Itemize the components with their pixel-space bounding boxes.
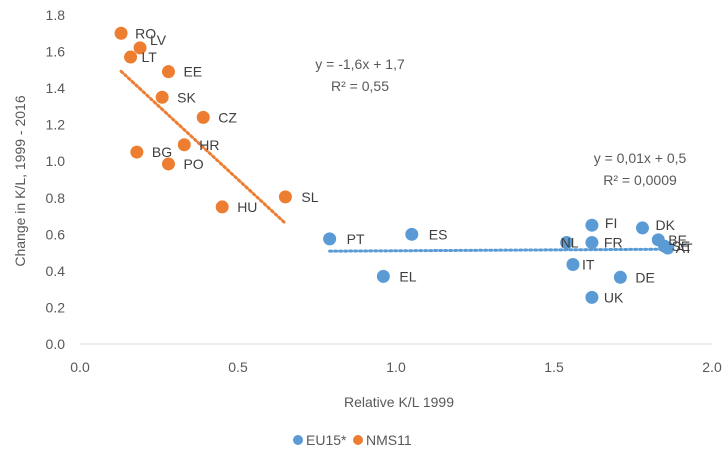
trendline-equation-line: y = -1,6x + 1,7: [315, 56, 405, 72]
point-ro: [114, 26, 128, 40]
y-tick-label: 1.8: [46, 7, 66, 23]
y-tick-label: 1.6: [46, 44, 66, 60]
y-tick-label: 0.0: [46, 336, 66, 352]
legend-label-eu15: EU15*: [306, 432, 347, 448]
point-label-fr: FR: [604, 235, 623, 251]
point-sl: [278, 190, 292, 204]
trendlines: [119, 69, 670, 253]
point-cz: [196, 110, 210, 124]
x-axis-title: Relative K/L 1999: [344, 394, 454, 410]
point-po: [161, 157, 175, 171]
point-it: [566, 257, 580, 271]
point-label-at: AT: [676, 240, 693, 256]
point-ee: [161, 65, 175, 79]
point-label-cz: CZ: [218, 109, 237, 125]
point-label-nl: NL: [561, 235, 579, 251]
point-hu: [215, 200, 229, 214]
point-label-uk: UK: [604, 289, 624, 305]
data-points: [114, 26, 675, 304]
x-tick-label: 2.0: [702, 359, 722, 375]
trendline-equation-line: y = 0,01x + 0,5: [594, 150, 687, 166]
point-label-ro: RO: [135, 25, 156, 41]
y-tick-label: 0.4: [46, 263, 66, 279]
x-tick-label: 1.0: [386, 359, 406, 375]
point-se: [658, 239, 672, 253]
point-label-de: DE: [635, 269, 654, 285]
point-hr: [177, 138, 191, 152]
point-bg: [130, 145, 144, 159]
legend-label-nms11: NMS11: [366, 432, 412, 448]
point-label-sk: SK: [177, 89, 196, 105]
point-es: [405, 227, 419, 241]
x-tick-label: 1.5: [544, 359, 564, 375]
point-label-dk: DK: [655, 217, 675, 233]
y-tick-label: 1.4: [46, 80, 66, 96]
trendline-eu15: [328, 247, 670, 253]
y-tick-label: 1.0: [46, 153, 66, 169]
point-pt: [323, 232, 337, 246]
point-label-sl: SL: [301, 189, 318, 205]
trendline-equation-line: R² = 0,0009: [603, 172, 677, 188]
point-uk: [585, 290, 599, 304]
point-label-be: BE: [668, 232, 687, 248]
y-tick-label: 0.8: [46, 190, 66, 206]
point-label-hr: HR: [199, 137, 219, 153]
y-tick-label: 1.2: [46, 117, 66, 133]
legend: EU15* NMS11: [293, 432, 412, 448]
point-fi: [585, 218, 599, 232]
point-label-bg: BG: [152, 144, 172, 160]
trendline-equation-line: R² = 0,55: [331, 78, 389, 94]
point-label-ee: EE: [183, 64, 202, 80]
point-label-el: EL: [399, 268, 416, 284]
y-axis-ticks: 0.0 0.2 0.4 0.6 0.8 1.0 1.2 1.4 1.6 1.8: [46, 7, 66, 352]
legend-marker-eu15: [293, 435, 303, 445]
trendline-equations: y = -1,6x + 1,7 R² = 0,55 y = 0,01x + 0,5 R…: [315, 56, 686, 188]
point-nl: [560, 236, 574, 250]
trendline-nms11: [119, 69, 287, 225]
point-fr: [585, 236, 599, 250]
y-tick-label: 0.6: [46, 226, 66, 242]
point-label-lv: LV: [150, 32, 167, 48]
x-axis-ticks: 0.0 0.5 1.0 1.5 2.0: [70, 359, 722, 375]
x-tick-label: 0.0: [70, 359, 90, 375]
y-tick-label: 0.2: [46, 299, 66, 315]
point-label-it: IT: [582, 256, 595, 272]
point-label-pt: PT: [347, 231, 365, 247]
point-lv: [133, 41, 147, 55]
point-lt: [124, 50, 138, 64]
point-de: [613, 270, 627, 284]
point-el: [376, 269, 390, 283]
point-sk: [155, 90, 169, 104]
point-label-es: ES: [429, 226, 448, 242]
point-label-po: PO: [183, 156, 203, 172]
y-axis-title: Change in K/L, 1999 - 2016: [12, 95, 28, 266]
x-tick-label: 0.5: [228, 359, 248, 375]
point-label-fi: FI: [605, 215, 617, 231]
legend-marker-nms11: [353, 435, 363, 445]
point-label-hu: HU: [237, 199, 257, 215]
point-label-se: SE: [672, 238, 691, 254]
point-label-lt: LT: [142, 49, 158, 65]
point-dk: [635, 221, 649, 235]
